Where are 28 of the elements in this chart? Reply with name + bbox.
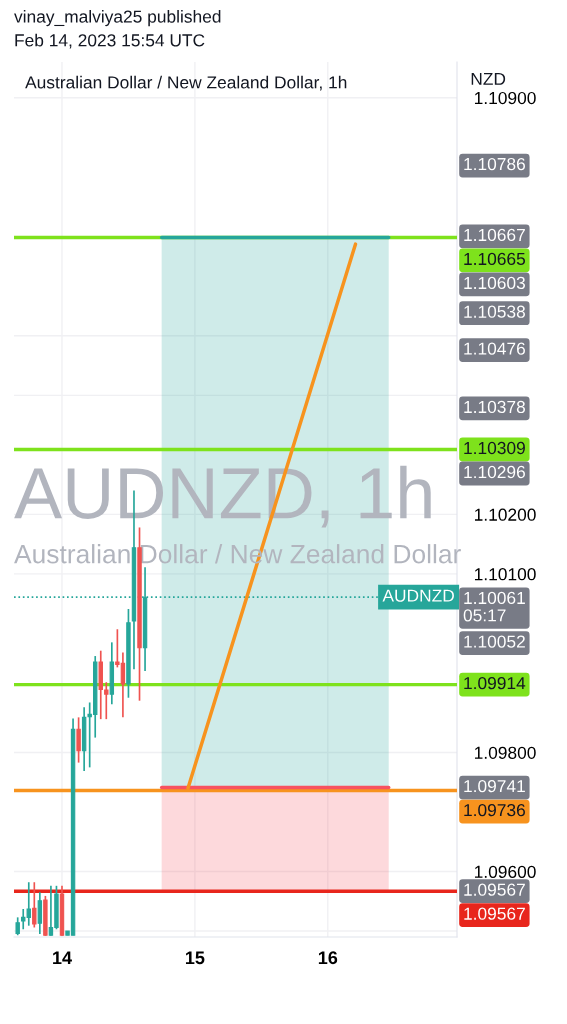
ref-line-label: 1.09914	[464, 676, 526, 690]
text: 1.10786	[464, 157, 525, 171]
ref-line-label: 1.09736	[464, 803, 525, 817]
chart-subtitle: vinay_malviya25 published Feb 14, 2023 15:54 UTC	[14, 10, 221, 49]
text: 1.10603	[464, 276, 525, 290]
text: 1.10476	[464, 342, 525, 355]
y-tick-label: 1.10900	[474, 91, 536, 105]
x-tick-label: 16	[318, 951, 338, 965]
x-tick-label: 14	[53, 951, 72, 964]
text: 1.09567	[464, 883, 525, 896]
text: Australian Dollar / New Zealand Dollar, 1h	[25, 75, 347, 91]
text: 1.10061 05:17	[463, 591, 525, 622]
ref-line-label: 1.10309	[464, 441, 525, 455]
text: 1.10378	[464, 400, 525, 414]
y-tick-label: 1.09600	[474, 865, 536, 878]
ref-line-label: AUDNZD	[382, 589, 454, 602]
text: 1.10296	[464, 465, 525, 479]
text: 1.10538	[464, 305, 525, 318]
y-tick-label: 1.10200	[474, 508, 536, 521]
y-tick-label: 1.09800	[474, 746, 536, 759]
ref-line-label: 1.10665	[464, 252, 526, 266]
text: 1.10667	[464, 228, 525, 242]
x-tick-label: 15	[185, 951, 205, 965]
ref-line-label: 1.09567	[464, 907, 525, 920]
text: 1.09741	[464, 779, 525, 793]
y-tick-label: 1.10100	[474, 568, 536, 581]
y-axis-title: NZD	[471, 72, 506, 85]
text: 1.10052	[464, 635, 525, 648]
